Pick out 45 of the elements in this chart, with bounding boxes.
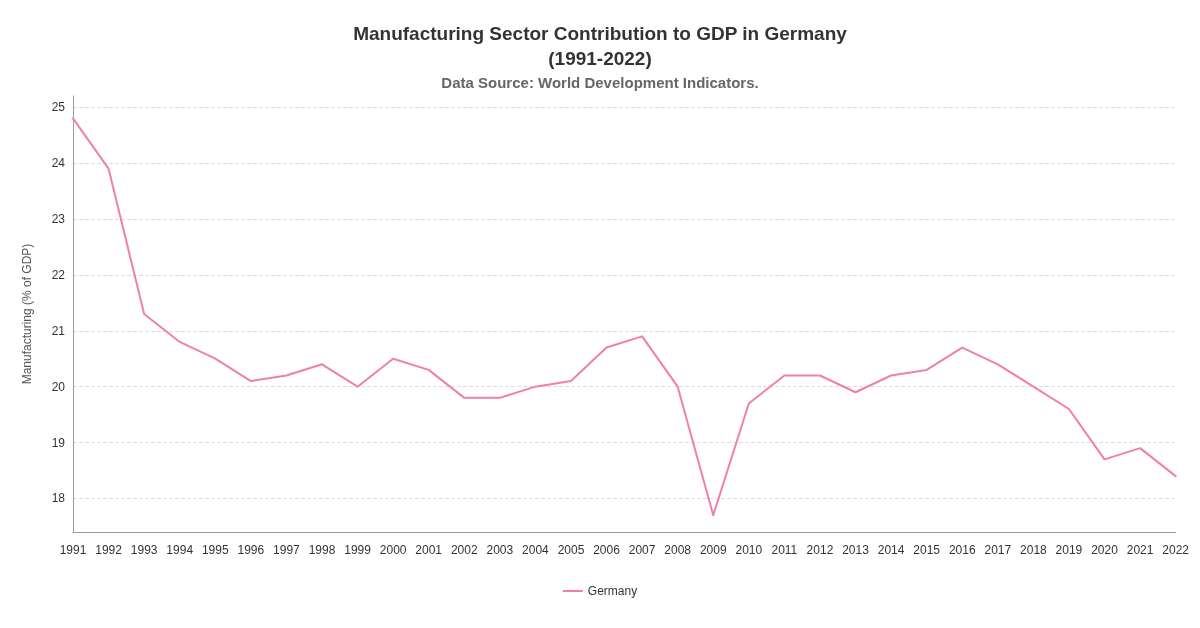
y-tick-label: 24 — [51, 156, 66, 171]
x-tick-label: 1995 — [201, 543, 229, 557]
x-tick-label: 2016 — [948, 543, 976, 557]
y-axis-title: Manufacturing (% of GDP) — [20, 243, 34, 385]
x-tick-label: 1994 — [166, 543, 194, 557]
chart-title: Manufacturing Sector Contribution to GDP in Germany (1991-2022) — [353, 23, 848, 69]
x-tick-label: 2011 — [771, 543, 798, 557]
x-tick-label: 2006 — [593, 543, 621, 557]
x-tick-label: 1992 — [95, 543, 123, 557]
x-tick-label: 2018 — [1020, 543, 1048, 557]
y-tick-label: 22 — [51, 267, 66, 282]
y-tick-label: 21 — [51, 323, 66, 338]
x-tick-label: 2022 — [1162, 543, 1190, 557]
x-tick-label: 2015 — [913, 543, 941, 557]
x-tick-label: 1996 — [237, 543, 265, 557]
x-tick-label: 2004 — [522, 543, 550, 557]
x-tick-label: 2017 — [984, 543, 1012, 557]
legend-label: Germany — [587, 584, 638, 598]
x-tick-label: 1998 — [308, 543, 336, 557]
x-tick-label: 1997 — [273, 543, 301, 557]
x-tick-label: 2019 — [1055, 543, 1083, 557]
x-tick-label: 2005 — [557, 543, 585, 557]
x-tick-label: 2009 — [699, 543, 727, 557]
y-tick-label: 20 — [51, 379, 66, 394]
x-tick-label: 2010 — [735, 543, 763, 557]
x-tick-label: 2001 — [415, 543, 443, 557]
x-tick-label: 2020 — [1091, 543, 1119, 557]
x-tick-label: 2012 — [806, 543, 834, 557]
y-tick-label: 23 — [51, 211, 66, 226]
x-tick-label: 1993 — [130, 543, 158, 557]
line-series — [72, 117, 1177, 517]
x-tick-label: 2021 — [1126, 543, 1154, 557]
x-tick-label: 2003 — [486, 543, 514, 557]
x-tick-label: 2000 — [379, 543, 407, 557]
y-tick-label: 25 — [51, 100, 66, 115]
x-tick-label: 2008 — [664, 543, 692, 557]
x-tick-label: 2002 — [450, 543, 478, 557]
y-tick-label: 19 — [51, 435, 66, 450]
x-tick-label: 2013 — [842, 543, 870, 557]
x-tick-label: 1991 — [59, 543, 87, 557]
chart-subtitle: Data Source: World Development Indicators. — [441, 74, 759, 91]
y-tick-label: 18 — [51, 491, 66, 506]
x-tick-label: 1999 — [344, 543, 372, 557]
x-tick-label: 2007 — [628, 543, 656, 557]
x-tick-label: 2014 — [877, 543, 905, 557]
